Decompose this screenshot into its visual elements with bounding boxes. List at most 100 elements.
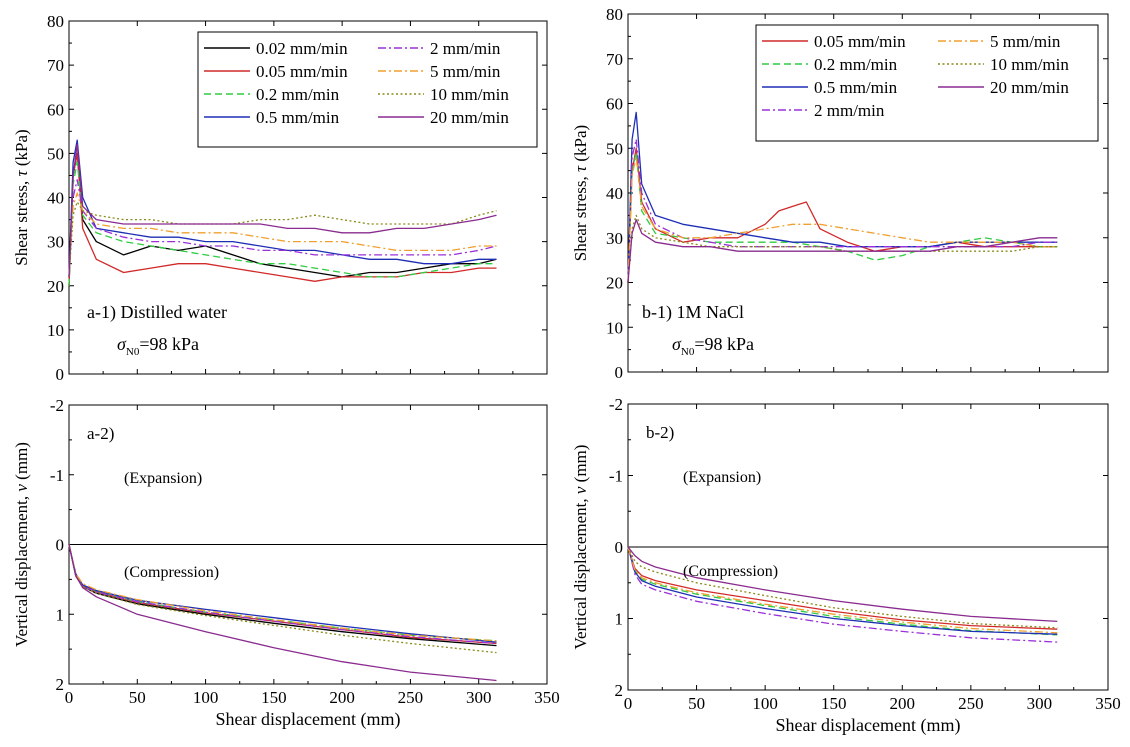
y-axis-label-symbol: τ [571,165,590,172]
y-tick-label: 30 [606,229,623,248]
y-tick-label: 0 [56,536,65,555]
y-tick-label: 10 [47,321,64,340]
x-tick-label: 250 [958,694,984,713]
legend-entry: 0.02 mm/min [256,39,348,58]
expansion-label: (Expansion) [124,470,202,487]
compression-label: (Compression) [683,563,778,580]
legend-box [755,24,1099,142]
series-line-0p2 [68,161,497,286]
y-tick-label: 0 [56,365,65,384]
y-tick-label: -2 [50,396,64,415]
series-line-2 [627,138,1058,283]
x-axis-label: Shear displacement (mm) [216,709,401,730]
legend-entry: 0.05 mm/min [256,62,348,81]
y-axis-label-symbol: ν [12,484,31,492]
y-axis-label-text: Vertical displacement, [571,494,590,649]
x-tick-label: 200 [890,694,916,713]
y-tick-label: -2 [609,395,623,414]
series-line-10 [627,214,1058,283]
series-line-5 [68,192,497,277]
legend-entry: 10 mm/min [990,55,1069,74]
y-tick-label: 80 [47,12,64,31]
x-tick-label: 250 [398,688,424,707]
y-tick-label: 0 [615,538,624,557]
x-tick-label: 300 [1027,694,1053,713]
series-line-0p5 [627,546,1058,635]
normal-stress-label: σN0=98 kPa [672,334,754,358]
x-tick-label: 100 [752,694,778,713]
y-tick-label: 70 [606,50,623,69]
y-tick-label: -1 [609,467,623,486]
x-tick-label: 100 [193,688,219,707]
legend-entry: 20 mm/min [990,78,1069,97]
legend-entry: 5 mm/min [990,32,1061,51]
y-axis-label-unit: (kPa) [571,125,590,166]
panel-b1: 0 10 20 30 40 50 60 70 80 Shear stress, τ (kPa) b-… [571,5,1109,382]
series-line-2 [68,179,497,277]
x-tick-label: 350 [534,688,560,707]
y-axis-label: Shear stress, τ (kPa) [12,129,31,265]
series-line-10 [68,544,497,654]
series-line-0p2 [627,546,1058,636]
y-tick-label: 2 [56,675,65,694]
legend: 0.05 mm/min 0.2 mm/min 0.5 mm/min 2 mm/min 5… [755,24,1099,142]
y-tick-label: 1 [56,605,65,624]
series-line-0p5 [68,544,497,643]
y-axis-label: Vertical displacement, ν (mm) [12,442,31,647]
y-tick-label: 40 [606,184,623,203]
compression-label: (Compression) [124,564,219,581]
y-axis-label-unit: (kPa) [12,129,31,170]
normal-stress-symbol: σ [672,334,682,354]
y-axis-label: Vertical displacement, ν (mm) [571,445,590,650]
normal-stress-subscript: N0 [126,346,140,358]
x-tick-label: 0 [65,688,74,707]
panel-label: b-1) 1M NaCl [642,302,744,323]
series-line-20 [627,546,1058,623]
legend-entry: 0.5 mm/min [814,78,898,97]
panel-label: b-2) [646,423,674,442]
y-tick-label: 20 [47,277,64,296]
normal-stress-label: σN0=98 kPa [117,334,199,358]
y-tick-label: 50 [47,144,64,163]
series-line-0p05 [627,546,1058,630]
panel-label: a-2) [87,424,114,443]
y-axis-label-text: Shear stress, [12,176,31,265]
y-axis-label-unit: (mm) [12,442,31,484]
normal-stress-value: =98 kPa [139,334,199,354]
series-line-0p02 [68,544,497,647]
series-line-2 [68,544,497,645]
legend-entry: 0.5 mm/min [256,108,340,127]
y-axis-label: Shear stress, τ (kPa) [571,125,590,261]
x-tick-label: 200 [329,688,355,707]
y-tick-label: -1 [50,466,64,485]
y-tick-label: 20 [606,274,623,293]
y-axis-label-symbol: ν [571,486,590,494]
y-tick-label: 50 [606,139,623,158]
x-tick-label: 50 [129,688,146,707]
panel-label: a-1) Distilled water [87,302,227,323]
legend-entry: 0.2 mm/min [814,55,898,74]
series-line-20 [68,544,497,682]
series-line-2 [627,546,1058,643]
y-tick-label: 10 [606,318,623,337]
series-line-10 [627,546,1058,629]
legend-entry: 0.2 mm/min [256,85,340,104]
x-tick-label: 50 [688,694,705,713]
series-line-10 [68,201,497,277]
y-tick-label: 30 [47,233,64,252]
series-line-0p2 [627,152,1058,283]
series-line-0p05 [68,152,497,286]
series-line-0p02 [68,152,497,286]
y-tick-label: 2 [615,681,624,700]
y-tick-label: 1 [615,610,624,629]
legend-entry: 2 mm/min [430,39,501,58]
series-line-5 [627,156,1058,283]
y-axis-label-unit: (mm) [571,445,590,487]
y-tick-label: 80 [606,5,623,24]
x-tick-label: 0 [624,694,633,713]
legend-box [197,31,538,148]
legend-entry: 5 mm/min [430,62,501,81]
y-axis-label-text: Shear stress, [571,172,590,261]
